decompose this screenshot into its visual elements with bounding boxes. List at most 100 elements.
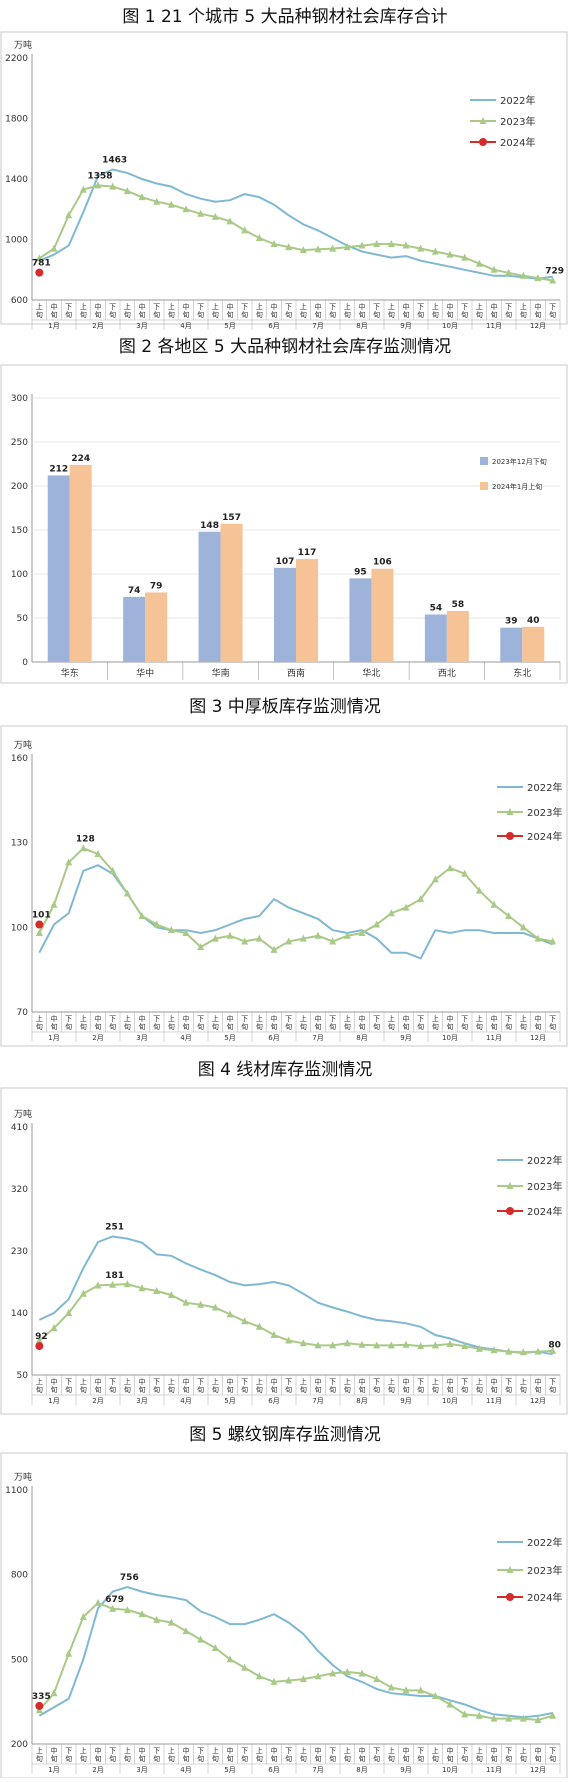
- data-point: [534, 274, 542, 282]
- data-label: 756: [120, 1573, 139, 1583]
- x-sub-label-bottom: 旬: [549, 1385, 556, 1394]
- bar: [198, 531, 221, 662]
- x-sub-label-top: 上: [36, 1377, 43, 1386]
- y-unit-label: 万吨: [14, 1471, 32, 1483]
- x-sub-label: 上旬: [168, 302, 175, 319]
- x-month-label: 4月: [180, 1034, 191, 1042]
- data-point: [123, 187, 131, 195]
- x-sub-label-top: 中: [535, 302, 542, 311]
- x-sub-label: 下旬: [153, 1747, 160, 1763]
- x-sub-label-bottom: 旬: [197, 1754, 204, 1763]
- x-sub-label: 下旬: [373, 1747, 380, 1763]
- x-sub-label: 中旬: [315, 1014, 322, 1031]
- x-sub-label-top: 下: [65, 1747, 72, 1755]
- x-month-label: 10月: [442, 1766, 458, 1774]
- x-sub-label-bottom: 旬: [124, 1754, 131, 1763]
- x-sub-label-bottom: 旬: [153, 1385, 160, 1394]
- x-sub-label-bottom: 旬: [359, 310, 366, 319]
- x-sub-label: 上旬: [124, 1746, 131, 1763]
- x-sub-label: 上旬: [520, 1014, 527, 1031]
- x-sub-label-top: 下: [417, 303, 424, 311]
- x-sub-label-top: 中: [359, 1746, 366, 1755]
- x-month-label: 9月: [400, 1397, 411, 1405]
- x-sub-label-top: 上: [168, 1014, 175, 1023]
- x-sub-label-bottom: 旬: [447, 310, 454, 319]
- x-tick-label: 华中: [136, 667, 154, 679]
- x-sub-label: 中旬: [359, 1377, 366, 1394]
- data-point: [211, 212, 219, 220]
- x-sub-label: 下旬: [153, 303, 160, 319]
- data-point: [167, 1618, 175, 1626]
- x-sub-label-top: 下: [329, 1378, 336, 1386]
- x-sub-label-bottom: 旬: [109, 310, 116, 319]
- x-sub-label-top: 上: [300, 1014, 307, 1023]
- x-sub-label-top: 上: [344, 1746, 351, 1755]
- x-sub-label-top: 上: [388, 302, 395, 311]
- x-tick-label: 华北: [362, 667, 380, 679]
- x-month-label: 10月: [442, 1397, 458, 1405]
- x-sub-label-top: 中: [447, 1014, 454, 1023]
- bar: [446, 610, 469, 662]
- x-month-label: 2月: [92, 322, 103, 330]
- y-tick-label: 50: [17, 614, 29, 624]
- x-month-label: 9月: [400, 1034, 411, 1042]
- series-line: [38, 184, 553, 282]
- x-sub-label: 上旬: [344, 1746, 351, 1763]
- x-sub-label-bottom: 旬: [241, 1385, 248, 1394]
- x-sub-label-top: 中: [271, 1014, 278, 1023]
- data-point: [431, 1341, 439, 1349]
- x-sub-label-top: 中: [359, 1014, 366, 1023]
- y-tick-label: 1100: [5, 1486, 28, 1496]
- x-sub-label: 中旬: [315, 302, 322, 319]
- data-point: [534, 934, 542, 942]
- x-sub-label-bottom: 旬: [549, 310, 556, 319]
- data-label: 101: [32, 911, 51, 921]
- x-sub-label: 中旬: [227, 1377, 234, 1394]
- data-point: [402, 241, 410, 249]
- x-sub-label-bottom: 旬: [520, 1754, 527, 1763]
- x-sub-label: 中旬: [315, 1377, 322, 1394]
- x-sub-label-top: 上: [212, 302, 219, 311]
- x-sub-label: 中旬: [403, 1014, 410, 1031]
- x-month-label: 7月: [312, 1766, 323, 1774]
- x-sub-label: 上旬: [124, 1014, 131, 1031]
- data-point: [549, 1346, 557, 1354]
- x-sub-label-bottom: 旬: [491, 310, 498, 319]
- x-sub-label-top: 下: [285, 1747, 292, 1755]
- x-sub-label-bottom: 旬: [373, 310, 380, 319]
- bar: [220, 523, 243, 662]
- x-sub-label: 下旬: [65, 1378, 72, 1394]
- data-point: [138, 912, 146, 920]
- x-sub-label: 中旬: [403, 302, 410, 319]
- data-point: [167, 200, 175, 208]
- x-sub-label: 上旬: [36, 1014, 43, 1031]
- x-tick-label: 华东: [61, 667, 79, 679]
- x-sub-label-bottom: 旬: [535, 1385, 542, 1394]
- x-sub-label: 下旬: [549, 1747, 556, 1763]
- x-sub-label: 中旬: [95, 302, 102, 319]
- x-sub-label-bottom: 旬: [197, 1022, 204, 1031]
- x-sub-label-top: 中: [183, 1014, 190, 1023]
- x-sub-label: 中旬: [447, 302, 454, 319]
- data-point: [109, 1280, 117, 1288]
- data-point: [417, 1342, 425, 1350]
- x-sub-label-top: 上: [124, 1377, 131, 1386]
- x-sub-label: 中旬: [359, 1014, 366, 1031]
- x-sub-label: 上旬: [388, 1014, 395, 1031]
- data-point: [35, 1336, 43, 1344]
- x-sub-label: 中旬: [227, 302, 234, 319]
- x-sub-label-top: 中: [227, 302, 234, 311]
- x-sub-label-bottom: 旬: [359, 1385, 366, 1394]
- x-sub-label-top: 下: [417, 1747, 424, 1755]
- x-sub-label-top: 下: [241, 303, 248, 311]
- data-label: 54: [430, 603, 443, 613]
- data-point: [153, 920, 161, 928]
- x-sub-label-top: 中: [51, 1014, 58, 1023]
- x-sub-label: 上旬: [80, 302, 87, 319]
- x-sub-label-bottom: 旬: [549, 1754, 556, 1763]
- x-sub-label-bottom: 旬: [417, 1754, 424, 1763]
- x-sub-label: 中旬: [95, 1377, 102, 1394]
- x-sub-label: 上旬: [476, 302, 483, 319]
- data-point: [241, 937, 249, 945]
